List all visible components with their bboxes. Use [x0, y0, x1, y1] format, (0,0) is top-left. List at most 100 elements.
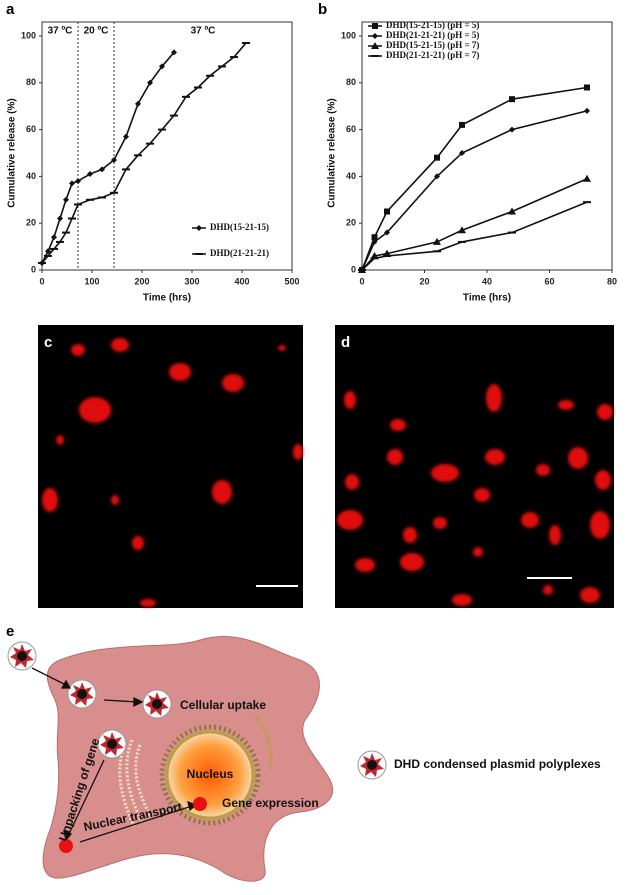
legend-marker	[371, 42, 379, 49]
marker	[111, 157, 117, 164]
marker	[384, 208, 390, 215]
plot-frame	[41, 21, 293, 271]
x-tick-label: 400	[234, 276, 249, 286]
y-tick-label: 20	[346, 218, 356, 228]
panel-label: a	[6, 1, 15, 18]
diagram-label: Nucleus	[187, 767, 234, 781]
series-line	[361, 86, 588, 271]
x-tick-label: 500	[284, 276, 299, 286]
marker	[147, 79, 153, 86]
marker	[57, 215, 63, 222]
x-axis-label: Time (hrs)	[143, 293, 191, 304]
marker	[459, 150, 465, 156]
diagram-label: Cellular uptake	[180, 698, 266, 712]
x-tick-label: 200	[134, 276, 149, 286]
legend-label: DHD(21-21-21) (pH = 7)	[386, 50, 479, 60]
marker	[370, 257, 379, 260]
annotation: 20 ºC	[84, 26, 109, 37]
polyplex	[97, 729, 127, 759]
x-tick-label: 100	[84, 276, 99, 286]
cells	[42, 338, 303, 607]
marker	[68, 217, 76, 220]
polyplex	[142, 689, 172, 719]
marker	[433, 250, 441, 253]
marker	[158, 128, 166, 131]
y-tick-label: 40	[26, 171, 36, 181]
series-line	[361, 110, 588, 271]
marker	[384, 229, 390, 236]
y-tick-label: 80	[26, 77, 36, 87]
polyplex	[67, 679, 97, 709]
marker	[230, 56, 238, 59]
marker	[584, 107, 590, 114]
marker	[508, 231, 516, 234]
marker	[86, 198, 94, 201]
legend-label: DHD(15-21-15) (pH = 5)	[386, 20, 479, 30]
y-tick-label: 20	[26, 218, 36, 228]
marker	[206, 74, 214, 77]
panel-label: b	[318, 1, 327, 18]
marker	[38, 261, 46, 264]
legend-marker	[371, 55, 379, 57]
marker	[583, 201, 591, 204]
nuclear-envelope	[159, 724, 261, 826]
x-tick-label: 20	[419, 276, 429, 286]
marker	[383, 254, 391, 257]
marker	[98, 196, 106, 199]
x-tick-label: 40	[482, 276, 492, 286]
marker	[50, 247, 58, 250]
marker	[63, 196, 69, 203]
micrograph	[335, 325, 614, 608]
marker	[159, 63, 165, 70]
golgi	[253, 714, 273, 771]
marker	[371, 234, 378, 241]
x-tick-label: 0	[359, 276, 364, 286]
legend-label: DHD(15-21-15) (pH = 7)	[386, 40, 479, 50]
marker	[146, 142, 154, 145]
legend-marker	[196, 225, 202, 231]
y-tick-label: 100	[21, 30, 36, 40]
marker	[134, 154, 142, 157]
polyplex	[7, 641, 37, 671]
y-tick-label: 40	[346, 171, 356, 181]
x-tick-label: 0	[39, 276, 44, 286]
annotation: 37 ºC	[48, 26, 73, 37]
marker	[45, 248, 51, 255]
y-tick-label: 60	[346, 124, 356, 134]
marker	[434, 154, 440, 161]
legend-marker	[195, 253, 203, 255]
marker	[194, 86, 202, 89]
marker	[242, 42, 250, 45]
marker	[99, 166, 105, 173]
marker	[459, 121, 465, 128]
series-line	[361, 201, 588, 271]
marker	[170, 114, 178, 117]
diagram-label: Gene expression	[222, 796, 319, 810]
x-tick-label: 300	[184, 276, 199, 286]
legend-label: DHD(21-21-21) (pH = 5)	[386, 30, 479, 40]
marker	[584, 84, 590, 91]
annotation: 37 ºC	[191, 26, 216, 37]
marker	[509, 126, 515, 133]
plasmid	[193, 797, 207, 811]
panel-label: c	[44, 334, 52, 351]
marker	[44, 254, 52, 257]
marker	[56, 240, 64, 243]
plasmid	[59, 839, 73, 853]
marker	[371, 238, 378, 245]
marker	[509, 96, 515, 103]
marker	[383, 249, 391, 257]
marker	[508, 207, 516, 215]
x-axis-label: Time (hrs)	[463, 293, 511, 304]
marker	[458, 240, 466, 243]
y-tick-label: 0	[31, 264, 36, 274]
endoplasmic-reticulum	[118, 739, 152, 827]
marker	[74, 203, 82, 206]
series-line	[361, 178, 588, 271]
arrows	[31, 667, 198, 843]
y-tick-label: 60	[26, 124, 36, 134]
x-tick-label: 60	[544, 276, 554, 286]
polyplex	[357, 750, 387, 780]
